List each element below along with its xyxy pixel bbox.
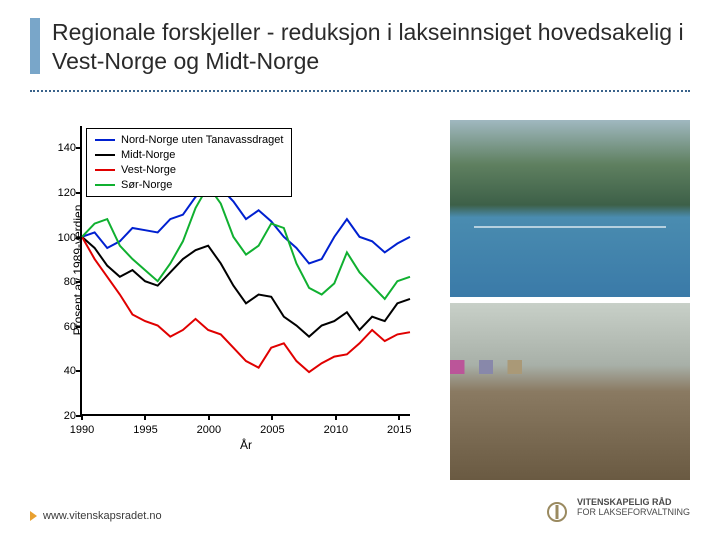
footer-url: www.vitenskapsradet.no: [43, 510, 162, 522]
chart-legend: Nord-Norge uten TanavassdragetMidt-Norge…: [86, 128, 292, 197]
footer: www.vitenskapsradet.no: [30, 510, 162, 522]
org-logo: VITENSKAPELIG RÅD FOR LAKSEFORVALTNING: [543, 498, 690, 526]
legend-swatch: [95, 139, 115, 141]
y-axis-label: Prosent av 1989-verdien: [71, 205, 85, 336]
slide-title: Regionale forskjeller - reduksjon i laks…: [52, 18, 690, 76]
title-wrap: Regionale forskjeller - reduksjon i laks…: [0, 0, 720, 84]
side-photos: [450, 120, 690, 480]
content-area: Prosent av 1989-verdien År 20 40 60 80 100 12…: [30, 120, 690, 480]
y-tick-label: 100: [48, 232, 76, 244]
footer-arrow-icon: [30, 511, 37, 521]
legend-label: Nord-Norge uten Tanavassdraget: [121, 133, 283, 148]
y-tick-label: 60: [48, 321, 76, 333]
x-tick-label: 1990: [70, 424, 94, 436]
x-tick-label: 2005: [260, 424, 284, 436]
photo-coastal-flats: [450, 303, 690, 480]
legend-label: Midt-Norge: [121, 148, 175, 163]
series-line: [82, 186, 410, 264]
series-line: [82, 186, 410, 299]
legend-row: Vest-Norge: [95, 163, 283, 178]
x-tick-label: 2015: [387, 424, 411, 436]
y-tick-label: 120: [48, 187, 76, 199]
logo-mark-icon: [543, 498, 571, 526]
y-tick-label: 20: [48, 410, 76, 422]
y-tick-label: 40: [48, 365, 76, 377]
y-tick-label: 80: [48, 276, 76, 288]
y-tick-label: 140: [48, 142, 76, 154]
photo-river-valley: [450, 120, 690, 297]
legend-label: Vest-Norge: [121, 163, 176, 178]
legend-label: Sør-Norge: [121, 178, 172, 193]
series-line: [82, 237, 410, 337]
x-tick-label: 1995: [133, 424, 157, 436]
legend-row: Midt-Norge: [95, 148, 283, 163]
x-tick-label: 2000: [197, 424, 221, 436]
slide: Regionale forskjeller - reduksjon i laks…: [0, 0, 720, 540]
title-accent-bar: [30, 18, 40, 74]
x-axis-label: År: [240, 438, 252, 452]
divider: [30, 90, 690, 92]
legend-swatch: [95, 184, 115, 186]
x-tick-label: 2010: [324, 424, 348, 436]
line-chart: Prosent av 1989-verdien År 20 40 60 80 100 12…: [30, 120, 450, 460]
logo-text: VITENSKAPELIG RÅD FOR LAKSEFORVALTNING: [577, 498, 690, 518]
legend-row: Nord-Norge uten Tanavassdraget: [95, 133, 283, 148]
legend-swatch: [95, 154, 115, 156]
legend-row: Sør-Norge: [95, 178, 283, 193]
legend-swatch: [95, 169, 115, 171]
logo-line2: FOR LAKSEFORVALTNING: [577, 508, 690, 518]
